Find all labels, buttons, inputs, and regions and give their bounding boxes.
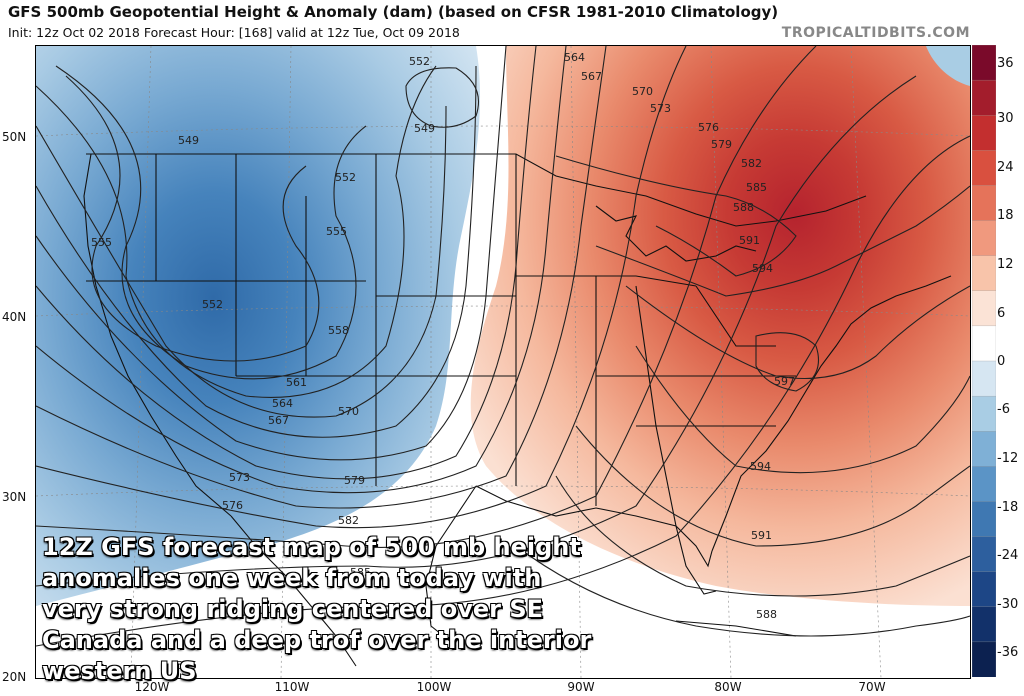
contour-label: 567 xyxy=(268,414,289,427)
colorbar-label: -18 xyxy=(997,500,1019,515)
chart-title: GFS 500mb Geopotential Height & Anomaly … xyxy=(8,3,779,21)
colorbar-label: 24 xyxy=(997,160,1014,175)
colorbar-swatch xyxy=(971,290,997,327)
colorbar-swatch xyxy=(971,150,997,187)
contour-label: 585 xyxy=(176,659,197,672)
contour-label: 588 xyxy=(756,608,777,621)
contour-label: 576 xyxy=(698,121,719,134)
contour-label: 555 xyxy=(91,236,112,249)
colorbar-swatches xyxy=(971,44,997,678)
contour-label: 582 xyxy=(741,157,762,170)
contour-label: 567 xyxy=(581,70,602,83)
lon-label: 70W xyxy=(858,680,886,694)
contour-label: 597 xyxy=(774,375,795,388)
lon-label: 90W xyxy=(567,680,595,694)
contour-label: 564 xyxy=(564,51,585,64)
colorbar-swatch xyxy=(971,466,997,503)
colorbar-swatch xyxy=(971,220,997,257)
colorbar-swatch xyxy=(971,571,997,608)
colorbar-label: 0 xyxy=(997,354,1006,369)
contour-label: 573 xyxy=(229,471,250,484)
colorbar-swatch xyxy=(971,255,997,292)
colorbar-label: 30 xyxy=(997,111,1014,126)
chart-subtitle: Init: 12z Oct 02 2018 Forecast Hour: [16… xyxy=(8,25,460,40)
contour-label: 552 xyxy=(202,298,223,311)
forecast-annotation: 12Z GFS forecast map of 500 mb height an… xyxy=(42,533,592,685)
colorbar-swatch xyxy=(971,115,997,151)
colorbar-swatch xyxy=(971,395,997,432)
lat-label: 30N xyxy=(2,490,27,504)
colorbar-label: -6 xyxy=(997,402,1010,417)
lon-label: 120W xyxy=(134,680,170,694)
graticule xyxy=(36,46,970,678)
colorbar-label: 12 xyxy=(997,257,1014,272)
colorbar-swatch xyxy=(971,185,997,222)
lon-label: 80W xyxy=(714,680,742,694)
colorbar-swatch xyxy=(971,325,997,362)
brand-watermark: TROPICALTIDBITS.COM xyxy=(781,25,970,41)
contour-label: 564 xyxy=(272,397,293,410)
contour-label: 579 xyxy=(711,138,732,151)
contour-label: 576 xyxy=(222,499,243,512)
contour-label: 573 xyxy=(650,102,671,115)
contour-label: 555 xyxy=(326,225,347,238)
contour-label: 588 xyxy=(733,201,754,214)
colorbar-swatch xyxy=(971,641,997,678)
cold-anomaly-region xyxy=(36,46,481,606)
contour-label: 579 xyxy=(344,474,365,487)
contour-label: 591 xyxy=(751,529,772,542)
boundaries xyxy=(83,153,952,667)
contour-labels: 552 549 549 552 555 555 552 558 561 564 … xyxy=(91,51,795,672)
colorbar-swatch xyxy=(971,501,997,538)
contour-label: 570 xyxy=(632,85,653,98)
lat-label: 40N xyxy=(2,310,27,324)
colorbar-label: 6 xyxy=(997,306,1006,321)
colorbar-label: -24 xyxy=(997,548,1019,563)
colorbar-label: -36 xyxy=(997,645,1019,660)
lat-label: 50N xyxy=(2,130,27,144)
height-contours xyxy=(36,46,970,647)
colorbar-label: 36 xyxy=(997,56,1014,71)
contour-label: 552 xyxy=(409,55,430,68)
contour-label: 591 xyxy=(739,234,760,247)
contour-label: 570 xyxy=(338,405,359,418)
colorbar-swatch xyxy=(971,44,997,81)
contour-label: 549 xyxy=(414,122,435,135)
weather-map: 552 549 549 552 555 555 552 558 561 564 … xyxy=(35,45,971,679)
contour-label: 594 xyxy=(750,460,771,473)
colorbar-swatch xyxy=(971,606,997,643)
contour-label: 561 xyxy=(286,376,307,389)
contour-label: 552 xyxy=(335,171,356,184)
colorbar-label: 18 xyxy=(997,208,1014,223)
colorbar-label: -30 xyxy=(997,597,1019,612)
lon-label: 110W xyxy=(274,680,310,694)
contour-label: 582 xyxy=(338,514,359,527)
contour-label: 585 xyxy=(350,566,371,579)
colorbar-swatch xyxy=(971,431,997,467)
lat-label: 20N xyxy=(2,670,27,684)
cold-anomaly-patch-ne xyxy=(926,46,970,86)
colorbar-label: -12 xyxy=(997,451,1019,466)
colorbar xyxy=(971,44,1022,678)
contour-label: 558 xyxy=(328,324,349,337)
colorbar-swatch xyxy=(971,536,997,573)
contour-label: 585 xyxy=(746,181,767,194)
colorbar-swatch xyxy=(971,79,997,116)
contour-label: 549 xyxy=(178,134,199,147)
lon-label: 100W xyxy=(416,680,452,694)
contour-label: 594 xyxy=(752,262,773,275)
colorbar-swatch xyxy=(971,360,997,397)
